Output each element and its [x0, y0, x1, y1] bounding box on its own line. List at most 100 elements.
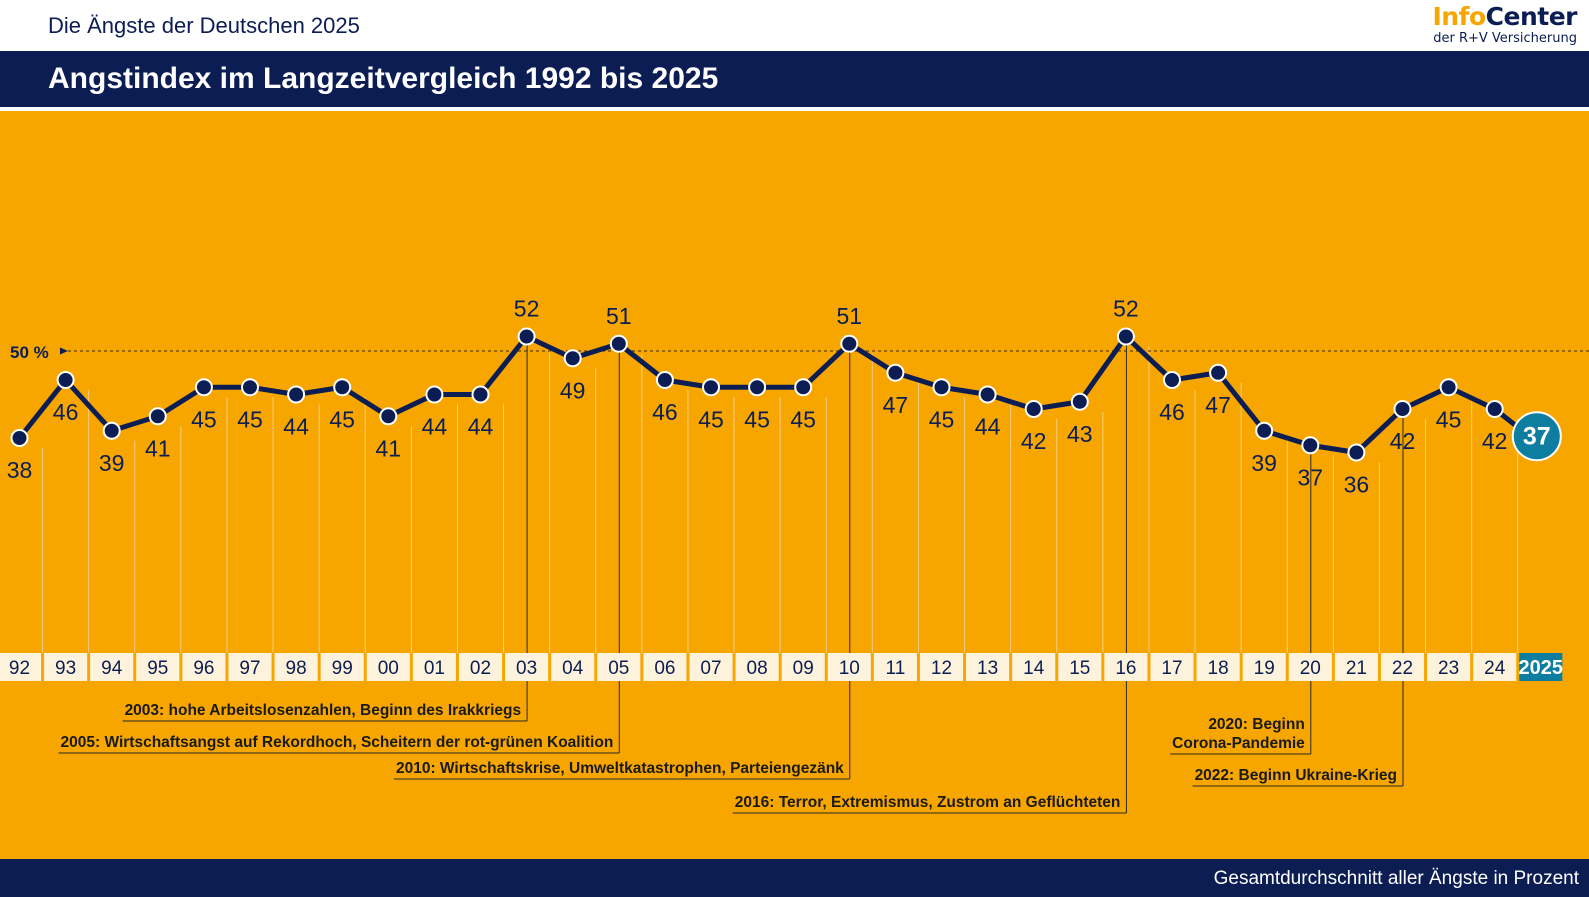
x-tick-label: 05 [608, 658, 629, 679]
x-tick-label: 98 [286, 658, 307, 679]
tick-box [1012, 653, 1056, 681]
tick-box [412, 653, 456, 681]
annotation-line: 2010: Wirtschaftskrise, Umweltkatastroph… [396, 760, 844, 777]
data-marker [379, 407, 398, 426]
x-tick-label: 09 [793, 658, 814, 679]
logo-info-text: Info [1432, 2, 1487, 31]
data-label: 46 [652, 399, 678, 425]
data-label: 39 [99, 450, 125, 476]
x-tick-label: 16 [1115, 658, 1136, 679]
data-marker [1070, 392, 1089, 411]
tick-box [551, 653, 595, 681]
tick-box [1288, 653, 1332, 681]
data-label: 47 [1205, 392, 1231, 418]
data-label: 49 [560, 377, 586, 403]
data-marker [748, 378, 767, 397]
tick-box [1473, 653, 1517, 681]
tick-box [1058, 653, 1102, 681]
logo-center-text: Center [1485, 2, 1578, 31]
annotation-text: 2020: Beginn Corona-Pandemie [1172, 716, 1305, 752]
x-tick-label: 92 [9, 658, 30, 679]
x-tick-label: 2025 [1519, 657, 1564, 679]
x-tick-label: 14 [1023, 658, 1045, 679]
logo-subtitle: der R+V Versicherung [1433, 31, 1577, 46]
tick-box [1150, 653, 1194, 681]
footer-note: Gesamtdurchschnitt aller Ängste in Proze… [1213, 868, 1579, 889]
data-label: 41 [145, 435, 171, 461]
tick-box [505, 653, 549, 681]
data-label: 52 [1113, 296, 1139, 322]
reference-arrow-icon [60, 347, 68, 355]
line-chart: 92 93 94 95 96 97 98 99 00 01 02 03 04 05 06 07 08 09 10 11… [0, 296, 1589, 814]
data-label: 47 [883, 392, 909, 418]
data-label: 42 [1482, 428, 1508, 454]
tick-box [136, 653, 180, 681]
tick-box [1519, 653, 1563, 681]
data-marker [471, 385, 490, 404]
data-label: 46 [1159, 399, 1185, 425]
tick-box [1427, 653, 1471, 681]
x-tick-label: 06 [654, 658, 675, 679]
x-tick-label: 95 [147, 658, 168, 679]
data-label: 45 [698, 406, 724, 432]
data-label: 37 [1298, 464, 1324, 490]
annotation-line: 2016: Terror, Extremismus, Zustrom an Ge… [735, 794, 1121, 811]
x-tick-label: 15 [1069, 658, 1090, 679]
data-marker [702, 378, 720, 397]
data-label: 45 [744, 406, 770, 432]
x-tick-label: 94 [101, 658, 123, 679]
x-tick-label: 17 [1161, 658, 1182, 679]
data-label: 39 [1251, 450, 1277, 476]
data-marker [932, 378, 951, 397]
x-tick-label: 07 [700, 658, 721, 679]
data-marker [194, 378, 213, 397]
data-label: 51 [837, 303, 863, 329]
data-label: 44 [468, 414, 494, 440]
data-marker [1209, 363, 1228, 382]
tick-box [919, 653, 964, 681]
tick-box [827, 653, 871, 681]
tick-box [1196, 653, 1240, 681]
annotation-line: 2005: Wirtschaftsangst auf Rekordhoch, S… [61, 734, 614, 751]
top-header: Die Ängste der Deutschen 2025 InfoCenter… [0, 0, 1589, 51]
data-marker [1163, 371, 1181, 389]
tick-box [1334, 653, 1378, 681]
annotation-text: 2022: Beginn Ukraine-Krieg [1195, 767, 1397, 784]
annotation-line: 2003: hohe Arbeitslosenzahlen, Beginn de… [125, 702, 522, 719]
data-marker [1439, 378, 1458, 397]
tick-box [1380, 653, 1425, 681]
data-label: 51 [606, 303, 632, 329]
x-tick-label: 10 [839, 658, 860, 679]
x-tick-label: 04 [562, 658, 584, 679]
x-tick-label: 21 [1346, 658, 1367, 679]
data-marker [840, 334, 859, 353]
x-tick-label: 19 [1254, 658, 1275, 679]
data-label: 45 [1436, 406, 1462, 432]
x-tick-label: 20 [1300, 658, 1321, 679]
x-tick-label: 01 [424, 658, 445, 679]
tick-box [458, 653, 503, 681]
tick-box [320, 653, 364, 681]
data-marker [978, 385, 997, 404]
logo-wordmark: InfoCenter [1433, 3, 1578, 31]
annotation-text: 2003: hohe Arbeitslosenzahlen, Beginn de… [125, 702, 522, 719]
tick-box [366, 653, 410, 681]
data-label: 37 [1523, 422, 1551, 450]
tick-box [689, 653, 733, 681]
data-label: 45 [790, 406, 816, 432]
x-tick-label: 12 [931, 658, 952, 679]
series-line [17, 334, 1543, 455]
tick-box [597, 653, 641, 681]
supertitle: Die Ängste der Deutschen 2025 [48, 13, 360, 38]
annotation-line: 2020: Beginn [1208, 716, 1304, 733]
x-tick-label: 96 [193, 658, 214, 679]
data-label: 36 [1344, 472, 1370, 498]
data-label: 52 [514, 296, 540, 322]
data-label: 42 [1390, 428, 1416, 454]
tick-box [0, 653, 42, 681]
data-marker [794, 378, 813, 397]
data-marker [655, 371, 674, 389]
x-tick-label: 97 [239, 658, 260, 679]
data-label: 41 [376, 435, 402, 461]
annotation-text: 2005: Wirtschaftsangst auf Rekordhoch, S… [61, 734, 614, 751]
